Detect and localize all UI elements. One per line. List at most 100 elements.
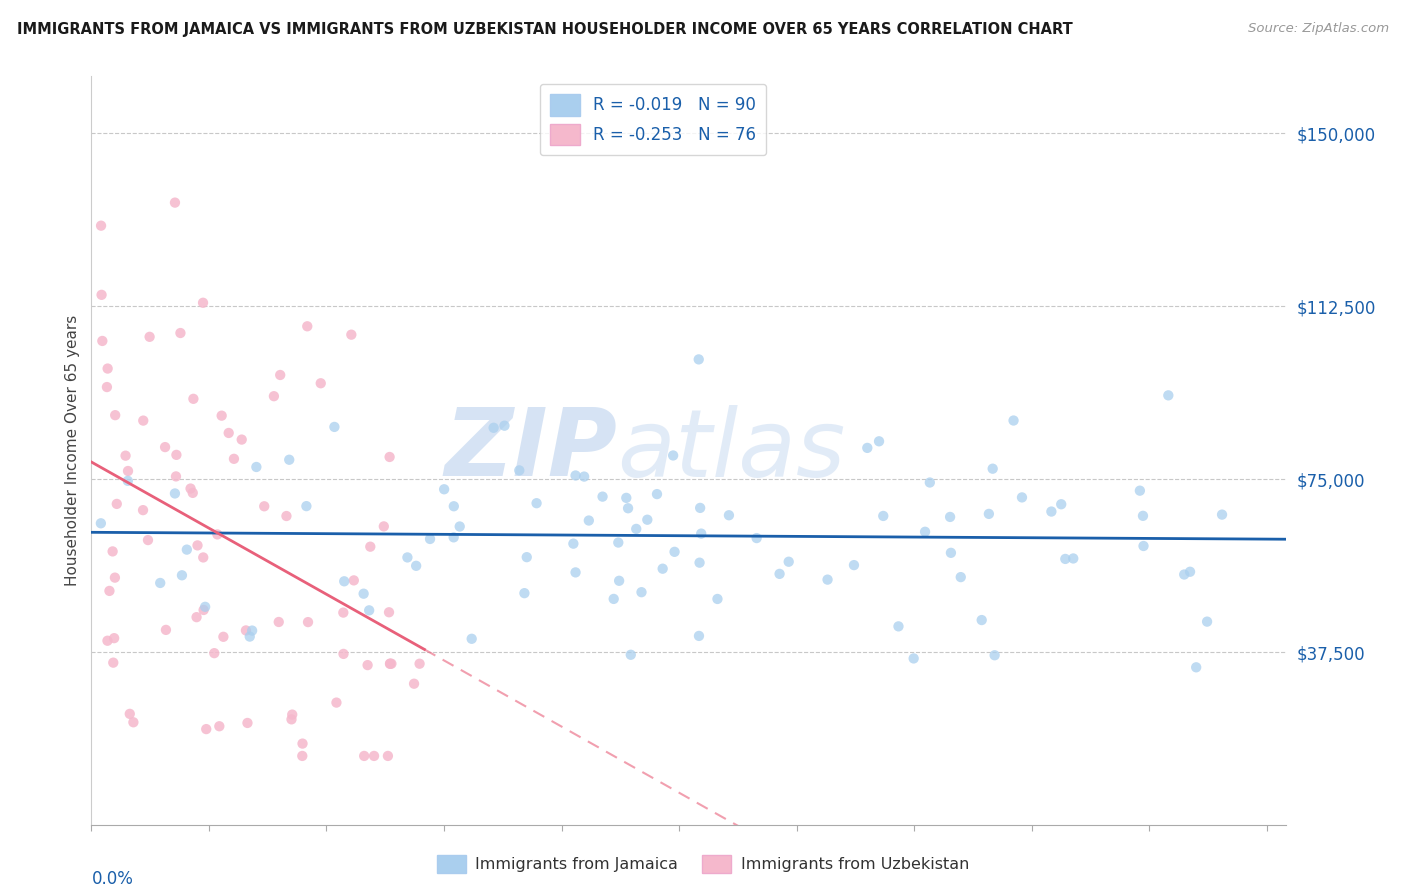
Text: 0.0%: 0.0% xyxy=(91,870,134,888)
Point xyxy=(122,715,145,730)
Point xyxy=(231,433,253,447)
Point xyxy=(977,507,1000,521)
Point xyxy=(1132,539,1154,553)
Point xyxy=(443,500,465,514)
Point xyxy=(212,630,235,644)
Point xyxy=(105,497,128,511)
Point xyxy=(98,583,121,598)
Point xyxy=(356,658,378,673)
Point xyxy=(222,451,245,466)
Point xyxy=(526,496,548,510)
Point xyxy=(918,475,941,490)
Point xyxy=(868,434,890,449)
Point xyxy=(149,576,172,591)
Point xyxy=(97,361,120,376)
Point xyxy=(363,748,385,763)
Point xyxy=(176,542,198,557)
Point xyxy=(636,513,658,527)
Point xyxy=(887,619,910,633)
Point xyxy=(706,591,728,606)
Point xyxy=(645,487,668,501)
Point xyxy=(688,629,710,643)
Point xyxy=(132,503,155,517)
Text: ZIP: ZIP xyxy=(444,404,617,497)
Y-axis label: Householder Income Over 65 years: Householder Income Over 65 years xyxy=(65,315,80,586)
Point xyxy=(745,531,768,545)
Legend: Immigrants from Jamaica, Immigrants from Uzbekistan: Immigrants from Jamaica, Immigrants from… xyxy=(430,848,976,880)
Point xyxy=(396,550,419,565)
Point xyxy=(949,570,972,584)
Point xyxy=(378,657,401,671)
Point xyxy=(688,352,710,367)
Point xyxy=(572,469,595,483)
Point xyxy=(280,712,302,726)
Point xyxy=(405,558,427,573)
Point xyxy=(138,330,160,344)
Point xyxy=(186,538,208,552)
Point xyxy=(291,748,314,763)
Point xyxy=(332,647,354,661)
Point xyxy=(325,696,347,710)
Point xyxy=(607,574,630,588)
Point xyxy=(90,516,112,531)
Point xyxy=(211,409,233,423)
Point xyxy=(297,615,319,629)
Point xyxy=(117,464,139,478)
Point xyxy=(402,676,425,690)
Point xyxy=(180,482,202,496)
Point xyxy=(295,499,318,513)
Point xyxy=(96,380,118,394)
Point xyxy=(449,519,471,533)
Point xyxy=(170,568,193,582)
Point xyxy=(236,715,259,730)
Point xyxy=(903,651,925,665)
Point xyxy=(377,748,399,763)
Point xyxy=(460,632,482,646)
Point xyxy=(169,326,191,340)
Point xyxy=(817,573,839,587)
Point xyxy=(340,327,363,342)
Point xyxy=(380,657,402,671)
Point xyxy=(939,546,962,560)
Point xyxy=(651,562,673,576)
Point xyxy=(378,657,401,671)
Point xyxy=(508,463,530,477)
Point xyxy=(163,486,186,500)
Point xyxy=(1185,660,1208,674)
Point xyxy=(378,605,401,619)
Point xyxy=(1040,504,1063,518)
Point xyxy=(165,448,187,462)
Point xyxy=(842,558,865,573)
Point xyxy=(191,295,214,310)
Point xyxy=(626,522,648,536)
Point xyxy=(193,603,215,617)
Point xyxy=(1054,552,1077,566)
Point xyxy=(482,421,505,435)
Point xyxy=(778,555,800,569)
Point xyxy=(1132,508,1154,523)
Point xyxy=(207,527,229,541)
Legend: R = -0.019   N = 90, R = -0.253   N = 76: R = -0.019 N = 90, R = -0.253 N = 76 xyxy=(540,84,766,155)
Point xyxy=(359,540,381,554)
Point xyxy=(562,536,585,550)
Point xyxy=(662,449,685,463)
Point xyxy=(117,474,139,488)
Point xyxy=(90,288,112,302)
Point xyxy=(378,450,401,464)
Point xyxy=(267,615,290,629)
Point xyxy=(90,219,112,233)
Point xyxy=(1129,483,1152,498)
Point xyxy=(614,491,637,505)
Point xyxy=(617,501,640,516)
Point xyxy=(564,468,586,483)
Point xyxy=(419,532,441,546)
Point xyxy=(872,508,894,523)
Text: Source: ZipAtlas.com: Source: ZipAtlas.com xyxy=(1249,22,1389,36)
Point xyxy=(253,500,276,514)
Text: atlas: atlas xyxy=(617,405,845,496)
Point xyxy=(343,574,366,588)
Point xyxy=(373,519,395,533)
Point xyxy=(245,460,267,475)
Point xyxy=(513,586,536,600)
Point xyxy=(494,418,516,433)
